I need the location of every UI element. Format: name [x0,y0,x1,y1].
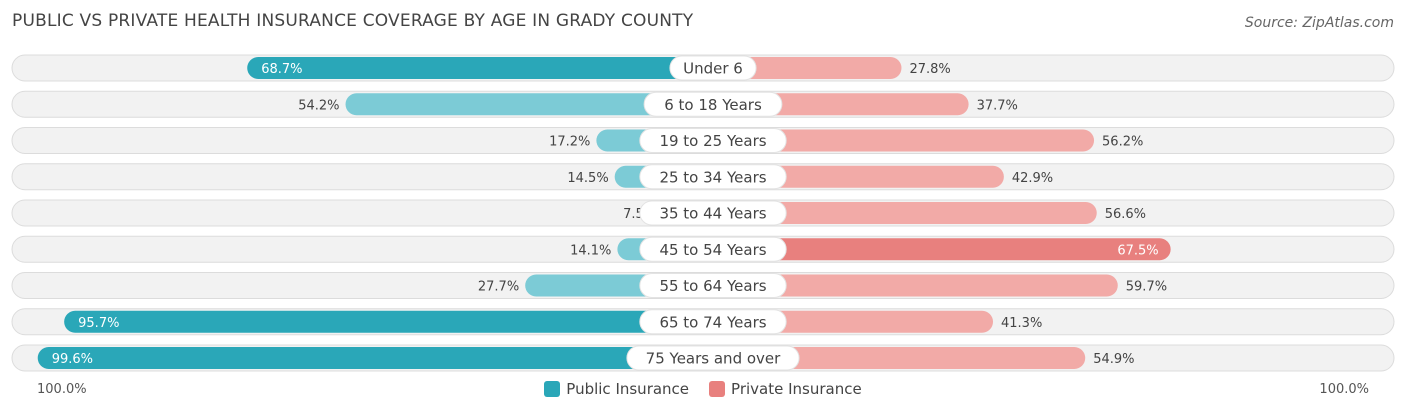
category-pill [639,128,787,153]
public-value-label: 99.6% [52,352,93,367]
private-value-label: 54.9% [1093,352,1134,367]
category-label: 25 to 34 Years [659,168,766,186]
category-label: 65 to 74 Years [659,313,766,331]
private-bar [713,347,1086,369]
public-value-label: 68.7% [261,62,302,77]
public-value-label: 17.2% [549,135,590,150]
public-bar [64,310,714,333]
public-value-label: 54.2% [298,98,339,113]
public-bar [37,347,714,369]
private-value-label: 37.7% [977,98,1018,113]
axis-right-label: 100.0% [1319,382,1369,397]
private-bar [713,165,1004,188]
category-pill [639,309,787,335]
private-value-label: 27.8% [909,62,950,77]
category-label: 75 Years and over [646,350,781,368]
private-bar [713,57,902,79]
public-bar [247,57,714,79]
private-value-label: 41.3% [1001,316,1042,331]
category-pill [639,273,787,298]
category-label: Under 6 [683,60,743,78]
legend-swatch-public [544,381,561,397]
category-pill [639,164,787,190]
category-label: 6 to 18 Years [664,96,762,114]
private-bar [713,238,1171,261]
source-label: Source: ZipAtlas.com [1244,15,1394,31]
category-label: 55 to 64 Years [659,277,766,295]
category-pill [639,236,787,262]
private-bar [713,129,1095,152]
public-value-label: 14.5% [567,171,608,186]
legend-label-private: Private Insurance [731,380,862,398]
legend: Public Insurance Private Insurance [0,380,1406,398]
private-bar [713,274,1118,297]
chart-title: PUBLIC VS PRIVATE HEALTH INSURANCE COVER… [12,11,694,31]
axis-left-label: 100.0% [37,382,87,397]
public-value-label: 27.7% [478,280,519,295]
private-value-label: 56.6% [1105,207,1146,222]
legend-label-public: Public Insurance [566,380,690,398]
public-value-label: 14.1% [570,243,611,258]
private-value-label: 67.5% [1117,243,1158,258]
category-pill [643,91,783,117]
private-value-label: 59.7% [1126,280,1167,295]
legend-item-private: Private Insurance [709,380,862,398]
public-value-label: 95.7% [78,316,119,331]
legend-item-public: Public Insurance [544,380,689,398]
category-pill [639,200,787,226]
private-value-label: 56.2% [1102,135,1143,150]
category-label: 19 to 25 Years [659,132,766,150]
category-pill [626,345,800,371]
category-label: 35 to 44 Years [659,205,766,223]
public-bar [345,93,713,116]
private-bar [713,202,1097,224]
category-label: 45 to 54 Years [659,241,766,259]
private-value-label: 42.9% [1012,171,1053,186]
category-pill [669,55,757,81]
legend-swatch-private [709,381,726,397]
